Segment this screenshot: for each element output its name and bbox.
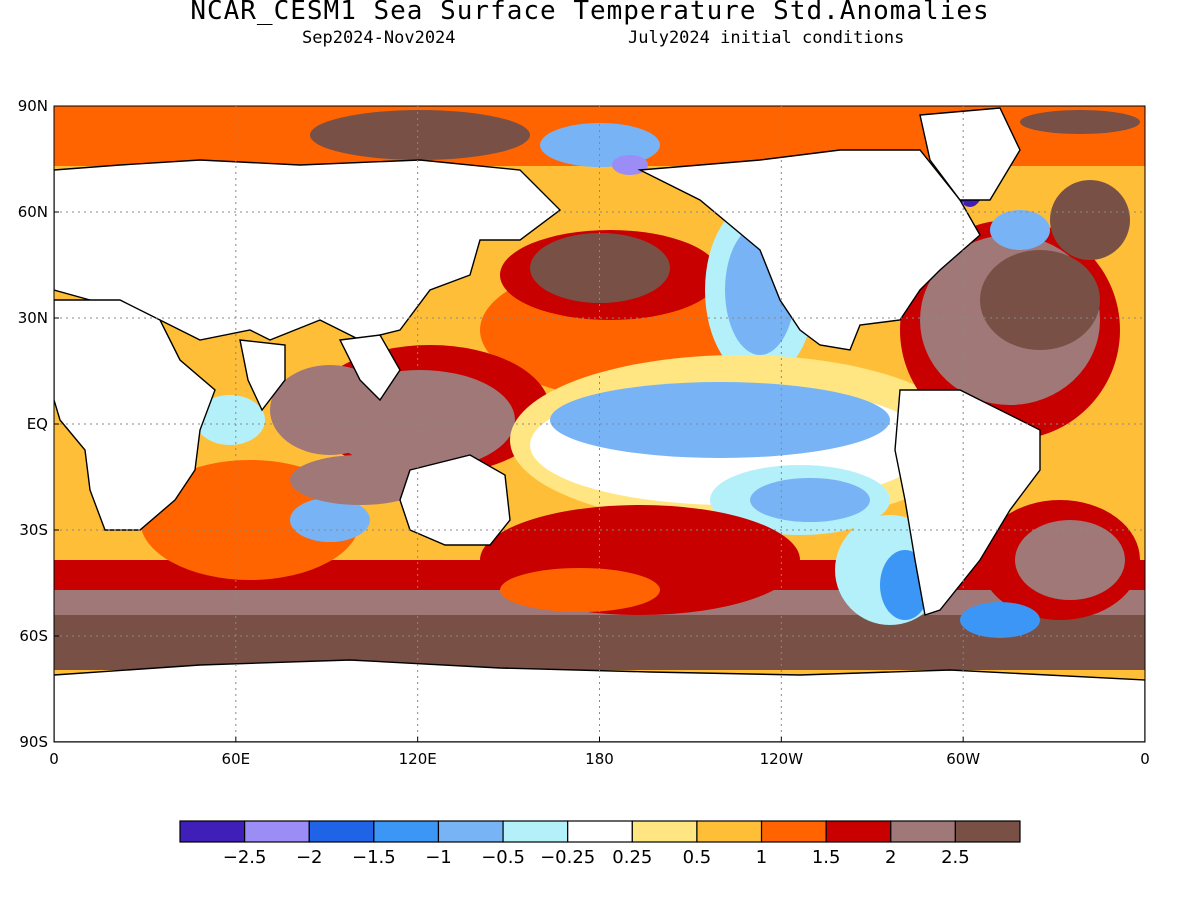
lon-label: 0: [49, 750, 59, 768]
lon-label: 0: [1140, 750, 1150, 768]
legend-label: 2.5: [941, 847, 970, 868]
legend-label: −0.5: [481, 847, 525, 868]
legend-label: 0.25: [612, 847, 652, 868]
lon-label: 180: [585, 750, 614, 768]
legend-label: −1: [425, 847, 452, 868]
latitude-labels: 90N 60N 30N EQ 30S 60S 90S: [18, 97, 48, 751]
forecast-period: Sep2024-Nov2024: [302, 28, 456, 48]
initial-conditions: July2024 initial conditions: [628, 28, 905, 48]
lat-label: 90S: [19, 733, 48, 751]
lon-label: 60W: [946, 750, 980, 768]
legend-swatch: [373, 820, 440, 843]
legend-labels: −2.5 −2 −1.5 −1 −0.5 −0.25 0.25 0.5 1 1.5 2 2.5: [223, 847, 970, 868]
legend-label: 1: [756, 847, 767, 868]
lat-label: EQ: [27, 415, 48, 433]
legend-swatch: [244, 820, 310, 843]
lon-label: 120W: [760, 750, 804, 768]
legend-swatch: [502, 820, 569, 843]
lat-label: 30S: [19, 521, 48, 539]
lon-label: 120E: [399, 750, 437, 768]
legend-swatch: [890, 820, 956, 843]
legend-swatch: [308, 820, 375, 843]
lon-label: 60E: [222, 750, 251, 768]
legend-label: −2.5: [223, 847, 267, 868]
color-legend: [179, 820, 1021, 843]
legend-swatch: [696, 820, 763, 843]
legend-label: 0.5: [683, 847, 712, 868]
legend-swatch: [760, 820, 827, 843]
legend-swatch: [567, 820, 633, 843]
legend-swatch: [825, 820, 892, 843]
longitude-labels: 0 60E 120E 180 120W 60W 0: [49, 750, 1150, 768]
graticule: [54, 106, 1145, 742]
legend-swatch: [179, 820, 246, 843]
legend-label: 2: [885, 847, 896, 868]
lat-label: 60S: [19, 627, 48, 645]
legend-swatch: [437, 820, 504, 843]
legend-label: −1.5: [352, 847, 396, 868]
legend-swatch: [631, 820, 698, 843]
legend-label: −0.25: [540, 847, 595, 868]
lat-label: 60N: [18, 203, 48, 221]
continents: [54, 107, 1145, 742]
legend-swatch: [954, 820, 1021, 843]
lat-label: 30N: [18, 309, 48, 327]
legend-label: −2: [296, 847, 323, 868]
lat-label: 90N: [18, 97, 48, 115]
legend-label: 1.5: [812, 847, 841, 868]
chart-title: NCAR_CESM1 Sea Surface Temperature Std.A…: [190, 0, 990, 26]
